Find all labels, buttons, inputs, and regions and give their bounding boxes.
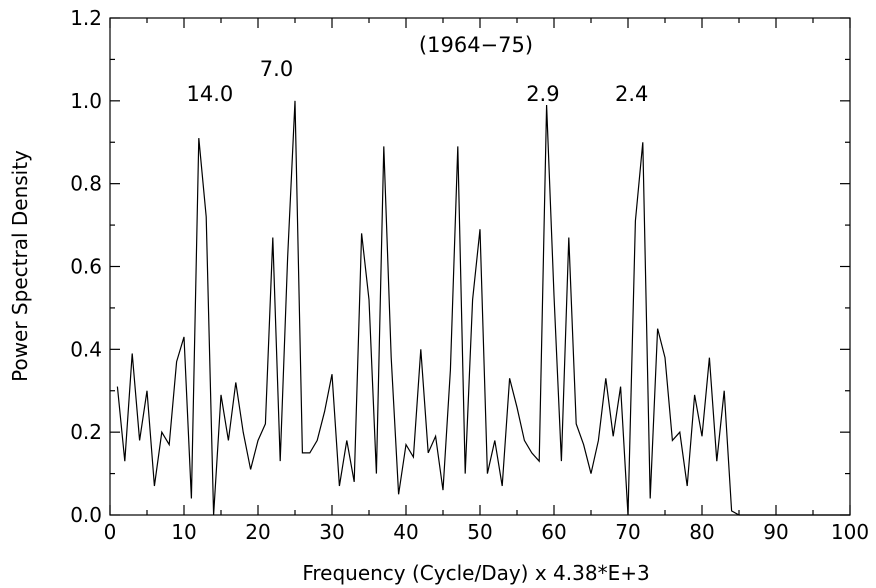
x-tick-label: 100 — [831, 520, 869, 544]
y-axis-label: Power Spectral Density — [8, 150, 32, 382]
x-tick-label: 10 — [171, 520, 196, 544]
peak-label: 14.0 — [187, 82, 234, 106]
tick-labels: 0 10 20 30 40 50 60 70 80 90 100 0.0 0.2 0.4 0.6 0.8 1.0… — [70, 6, 869, 544]
x-tick-label: 0 — [104, 520, 117, 544]
peak-annotations: 14.0 7.0 2.9 2.4 — [187, 57, 649, 106]
x-tick-label: 80 — [689, 520, 714, 544]
peak-label: 2.9 — [526, 82, 559, 106]
x-tick-label: 30 — [319, 520, 344, 544]
x-tick-label: 20 — [245, 520, 270, 544]
x-tick-label: 40 — [393, 520, 418, 544]
peak-label: 7.0 — [260, 57, 293, 81]
axis-ticks — [109, 17, 851, 516]
x-tick-label: 70 — [615, 520, 640, 544]
peak-label: 2.4 — [615, 82, 648, 106]
x-tick-label: 60 — [541, 520, 566, 544]
y-tick-label: 0.4 — [70, 337, 102, 361]
x-axis-label: Frequency (Cycle/Day) x 4.38*E+3 — [302, 561, 649, 585]
x-tick-label: 90 — [763, 520, 788, 544]
y-tick-label: 1.2 — [70, 6, 102, 30]
y-tick-label: 1.0 — [70, 89, 102, 113]
psd-series-line — [116, 100, 850, 516]
y-tick-label: 0.0 — [70, 503, 102, 527]
y-tick-label: 0.2 — [70, 420, 102, 444]
y-tick-label: 0.8 — [70, 172, 102, 196]
chart-title: (1964−75) — [419, 33, 533, 57]
x-tick-label: 50 — [467, 520, 492, 544]
y-tick-label: 0.6 — [70, 255, 102, 279]
